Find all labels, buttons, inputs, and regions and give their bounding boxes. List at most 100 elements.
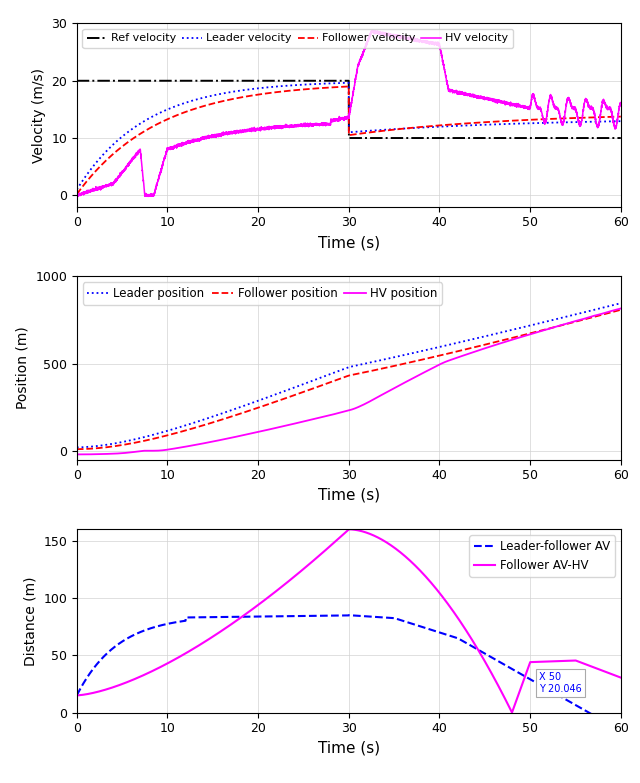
Follower velocity: [205, 100, 212, 110]
Leader position: [617, 298, 625, 308]
Follower position: [612, 306, 620, 316]
Follower velocity: [617, 112, 625, 121]
Leader-follower AV: [345, 611, 353, 620]
Follower position: [617, 305, 625, 315]
Line: HV velocity: HV velocity: [77, 31, 621, 197]
X-axis label: Time (s): Time (s): [317, 235, 380, 250]
HV velocity: [617, 99, 625, 108]
Text: X 50
Y 20.046: X 50 Y 20.046: [539, 673, 582, 694]
HV position: [73, 449, 81, 459]
Leader position: [202, 414, 210, 424]
Leader velocity: [199, 93, 207, 103]
HV velocity: [73, 190, 81, 200]
Follower position: [205, 419, 212, 428]
HV velocity: [202, 132, 210, 141]
Line: Ref velocity: Ref velocity: [77, 81, 621, 138]
HV velocity: [612, 119, 620, 128]
Leader position: [317, 373, 324, 382]
Follower velocity: [199, 102, 207, 111]
HV velocity: [200, 134, 207, 143]
Follower AV-HV: [205, 634, 212, 644]
Ref velocity: [205, 76, 212, 85]
Leader position: [73, 442, 81, 452]
Line: Follower AV-HV: Follower AV-HV: [77, 529, 621, 713]
Leader velocity: [317, 79, 324, 88]
Follower position: [73, 445, 81, 454]
Follower velocity: [317, 84, 324, 93]
Follower velocity: [202, 101, 210, 110]
Leader velocity: [202, 92, 210, 102]
Ref velocity: [345, 133, 353, 143]
HV position: [205, 438, 212, 447]
Leader-follower AV: [278, 612, 285, 621]
Leader-follower AV: [73, 691, 81, 700]
Leader velocity: [612, 117, 620, 126]
Legend: Leader-follower AV, Follower AV-HV: Leader-follower AV, Follower AV-HV: [469, 535, 615, 576]
Follower AV-HV: [345, 525, 353, 534]
X-axis label: Time (s): Time (s): [317, 741, 380, 756]
Line: Leader-follower AV: Leader-follower AV: [77, 615, 621, 718]
Leader position: [205, 413, 212, 423]
HV position: [202, 438, 210, 448]
HV position: [200, 438, 207, 448]
Ref velocity: [202, 76, 210, 85]
Follower position: [202, 420, 210, 429]
Ref velocity: [73, 76, 81, 85]
Follower position: [278, 395, 285, 404]
Ref velocity: [278, 76, 285, 85]
Follower AV-HV: [317, 550, 324, 559]
Leader-follower AV: [205, 612, 212, 622]
Ref velocity: [612, 133, 620, 143]
Leader-follower AV: [595, 713, 602, 723]
Follower AV-HV: [508, 708, 516, 717]
Leader position: [278, 388, 285, 397]
Leader-follower AV: [317, 611, 324, 620]
Leader velocity: [278, 81, 285, 91]
Y-axis label: Velocity (m/s): Velocity (m/s): [31, 67, 45, 163]
Follower velocity: [278, 87, 285, 96]
Leader velocity: [73, 185, 81, 194]
HV position: [73, 449, 81, 459]
HV position: [278, 422, 286, 431]
HV velocity: [317, 119, 324, 128]
Leader-follower AV: [612, 713, 620, 723]
Follower velocity: [345, 81, 353, 91]
Leader-follower AV: [199, 612, 207, 622]
Leader-follower AV: [202, 612, 210, 622]
Follower AV-HV: [278, 582, 285, 591]
Follower position: [317, 381, 324, 391]
Line: Follower velocity: Follower velocity: [77, 86, 621, 194]
Follower AV-HV: [199, 638, 207, 648]
Leader velocity: [617, 117, 625, 126]
HV position: [617, 304, 625, 313]
HV position: [612, 305, 620, 314]
Line: Leader position: Leader position: [77, 303, 621, 447]
Follower AV-HV: [617, 673, 625, 682]
HV position: [317, 413, 324, 422]
HV velocity: [145, 192, 152, 201]
Line: HV position: HV position: [77, 309, 621, 454]
Follower velocity: [73, 189, 81, 199]
Ref velocity: [617, 133, 625, 143]
HV velocity: [278, 121, 286, 131]
Follower AV-HV: [612, 671, 620, 680]
HV velocity: [205, 132, 212, 142]
Follower AV-HV: [202, 637, 210, 646]
Follower position: [199, 420, 207, 430]
Follower velocity: [612, 112, 620, 121]
Leader velocity: [345, 78, 353, 88]
Y-axis label: Position (m): Position (m): [15, 327, 29, 410]
Leader position: [199, 415, 207, 424]
Leader-follower AV: [617, 713, 625, 723]
Line: Follower position: Follower position: [77, 310, 621, 449]
Leader velocity: [205, 92, 212, 101]
X-axis label: Time (s): Time (s): [317, 488, 380, 503]
Follower AV-HV: [73, 691, 81, 700]
Y-axis label: Distance (m): Distance (m): [24, 576, 38, 666]
Ref velocity: [317, 76, 324, 85]
Ref velocity: [199, 76, 207, 85]
HV velocity: [369, 26, 377, 35]
Leader position: [612, 300, 620, 309]
Legend: Leader position, Follower position, HV position: Leader position, Follower position, HV p…: [83, 283, 442, 305]
Line: Leader velocity: Leader velocity: [77, 83, 621, 189]
